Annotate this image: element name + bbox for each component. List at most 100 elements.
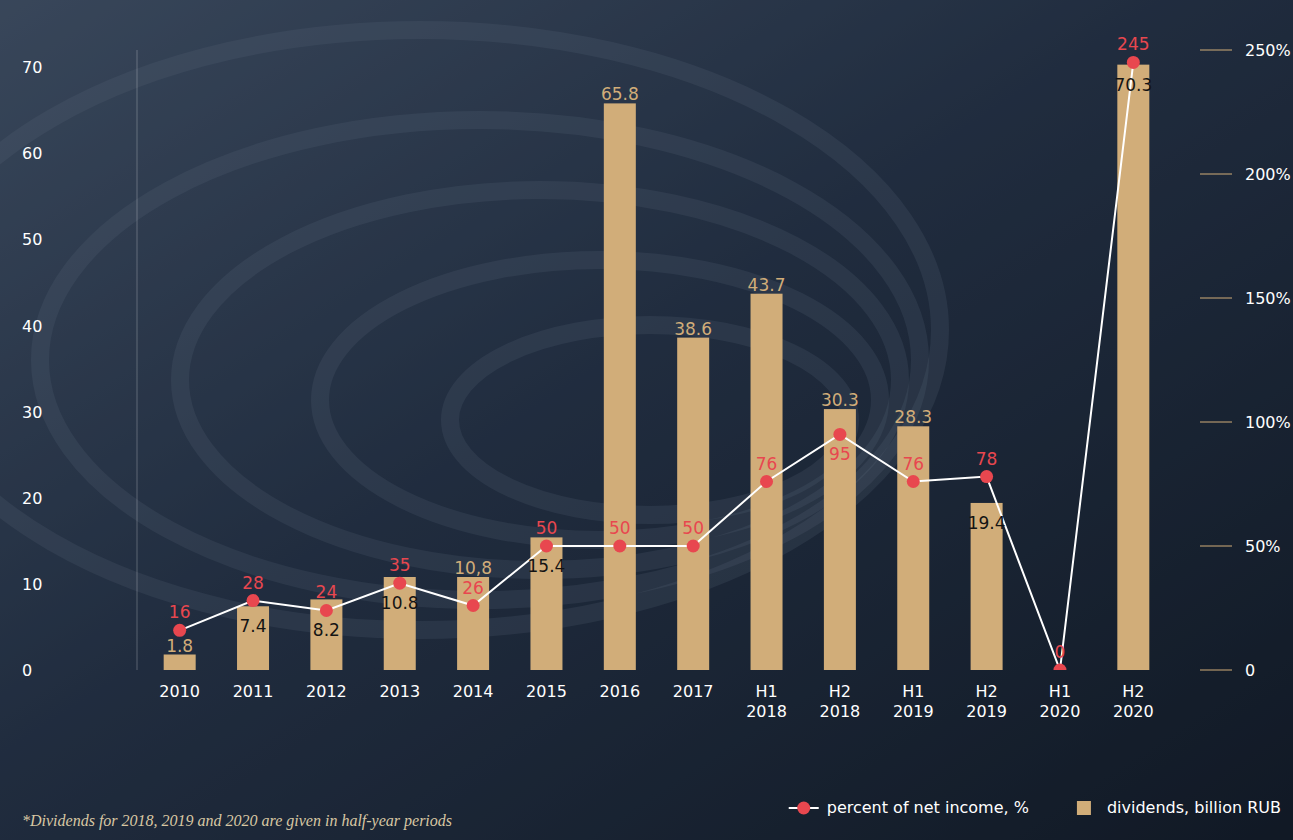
line-label: 95 [829, 444, 851, 464]
x-tick-label-line: 2014 [453, 682, 494, 701]
line-marker [540, 540, 553, 553]
line-marker [1127, 56, 1140, 69]
x-tick-label: 2015 [526, 682, 567, 701]
y-tick-label: 0 [22, 661, 32, 680]
line-marker [247, 594, 260, 607]
bar [384, 577, 416, 670]
data-labels: 1.8167.4288.22410.83510,82615.45065.8503… [166, 34, 1152, 662]
x-tick-label-line: 2013 [379, 682, 420, 701]
line-label: 76 [902, 454, 924, 474]
y-tick-label: 20 [22, 489, 42, 508]
x-tick-label-line: 2012 [306, 682, 347, 701]
x-tick-label-line: 2019 [893, 702, 934, 721]
line-marker [393, 577, 406, 590]
line-label: 28 [242, 573, 264, 593]
x-tick-label-line: 2018 [746, 702, 787, 721]
y2-tick-label: 150% [1245, 289, 1291, 308]
bar [897, 426, 929, 670]
x-tick-label-line: 2010 [159, 682, 200, 701]
bar-label: 10,8 [454, 558, 492, 578]
x-tick-label-line: H2 [975, 682, 997, 701]
y-tick-label: 40 [22, 317, 42, 336]
y-tick-label: 10 [22, 575, 42, 594]
line-marker [320, 604, 333, 617]
line-label: 76 [756, 454, 778, 474]
y-tick-label: 50 [22, 230, 42, 249]
bar [457, 577, 489, 670]
line-marker [1053, 664, 1066, 671]
y-tick-label: 30 [22, 403, 42, 422]
x-tick-label: H22018 [820, 682, 861, 721]
background [0, 0, 1293, 840]
legend-swatch [1077, 801, 1091, 815]
x-tick-label: 2017 [673, 682, 714, 701]
line-marker [467, 599, 480, 612]
bar-label: 15.4 [528, 556, 566, 576]
bar-label: 10.8 [381, 593, 419, 613]
bar-label: 19.4 [968, 513, 1006, 533]
line-label: 16 [169, 602, 191, 622]
x-tick-label: H12018 [746, 682, 787, 721]
bar-label: 28.3 [894, 407, 932, 427]
line-label: 35 [389, 555, 411, 575]
x-tick-label: H22020 [1113, 682, 1154, 721]
legend-label: percent of net income, % [827, 798, 1029, 817]
y2-tick [1200, 422, 1232, 423]
line-marker [980, 470, 993, 483]
y2-tick [1200, 670, 1232, 671]
line-label: 50 [609, 518, 631, 538]
x-tick-label: H12020 [1040, 682, 1081, 721]
x-tick-label: 2011 [233, 682, 274, 701]
bar [164, 655, 196, 671]
y-axis-line [137, 50, 138, 670]
x-tick-label-line: 2020 [1113, 702, 1154, 721]
bar-label: 7.4 [240, 616, 267, 636]
line-marker [907, 475, 920, 488]
line-label: 24 [316, 582, 338, 602]
line [180, 62, 1134, 670]
y2-tick [1200, 546, 1232, 547]
legend-item: dividends, billion RUB [1077, 798, 1281, 817]
x-tick-label-line: 2020 [1040, 702, 1081, 721]
y2-tick [1200, 298, 1232, 299]
line-label: 0 [1055, 642, 1066, 662]
footnote: *Dividends for 2018, 2019 and 2020 are g… [22, 812, 452, 830]
legend-marker [797, 802, 810, 815]
bar-label: 65.8 [601, 84, 639, 104]
x-tick-label-line: H2 [1122, 682, 1144, 701]
plot-area [164, 56, 1150, 670]
x-tick-label-line: H2 [829, 682, 851, 701]
line-label: 245 [1117, 34, 1149, 54]
bar [604, 103, 636, 670]
x-tick-label: 2016 [599, 682, 640, 701]
x-tick-label-line: 2019 [966, 702, 1007, 721]
bar-label: 30.3 [821, 390, 859, 410]
x-tick-label: 2010 [159, 682, 200, 701]
x-tick-label-line: 2011 [233, 682, 274, 701]
y2-tick-label: 200% [1245, 165, 1291, 184]
legend-label: dividends, billion RUB [1107, 798, 1281, 817]
x-tick-label-line: 2018 [820, 702, 861, 721]
bar-label: 70.3 [1114, 75, 1152, 95]
x-tick-label-line: H1 [1049, 682, 1071, 701]
legend: percent of net income, % dividends, billi… [789, 798, 1281, 817]
x-tick-label-line: 2016 [599, 682, 640, 701]
x-tick-label-line: H1 [902, 682, 924, 701]
line-label: 78 [976, 449, 998, 469]
line-label: 50 [536, 518, 558, 538]
bar [751, 294, 783, 670]
bar-label: 43.7 [748, 275, 786, 295]
y-tick-label: 70 [22, 58, 42, 77]
bar [310, 599, 342, 670]
bar [677, 338, 709, 670]
x-tick-label: H12019 [893, 682, 934, 721]
legend-item: percent of net income, % [789, 798, 1029, 817]
line-label: 26 [462, 578, 484, 598]
y2-tick-label: 250% [1245, 41, 1291, 60]
y2-tick-label: 50% [1245, 537, 1281, 556]
bar [824, 409, 856, 670]
y-tick-label: 60 [22, 144, 42, 163]
x-tick-label-line: 2015 [526, 682, 567, 701]
line-marker [833, 428, 846, 441]
line-marker [760, 475, 773, 488]
